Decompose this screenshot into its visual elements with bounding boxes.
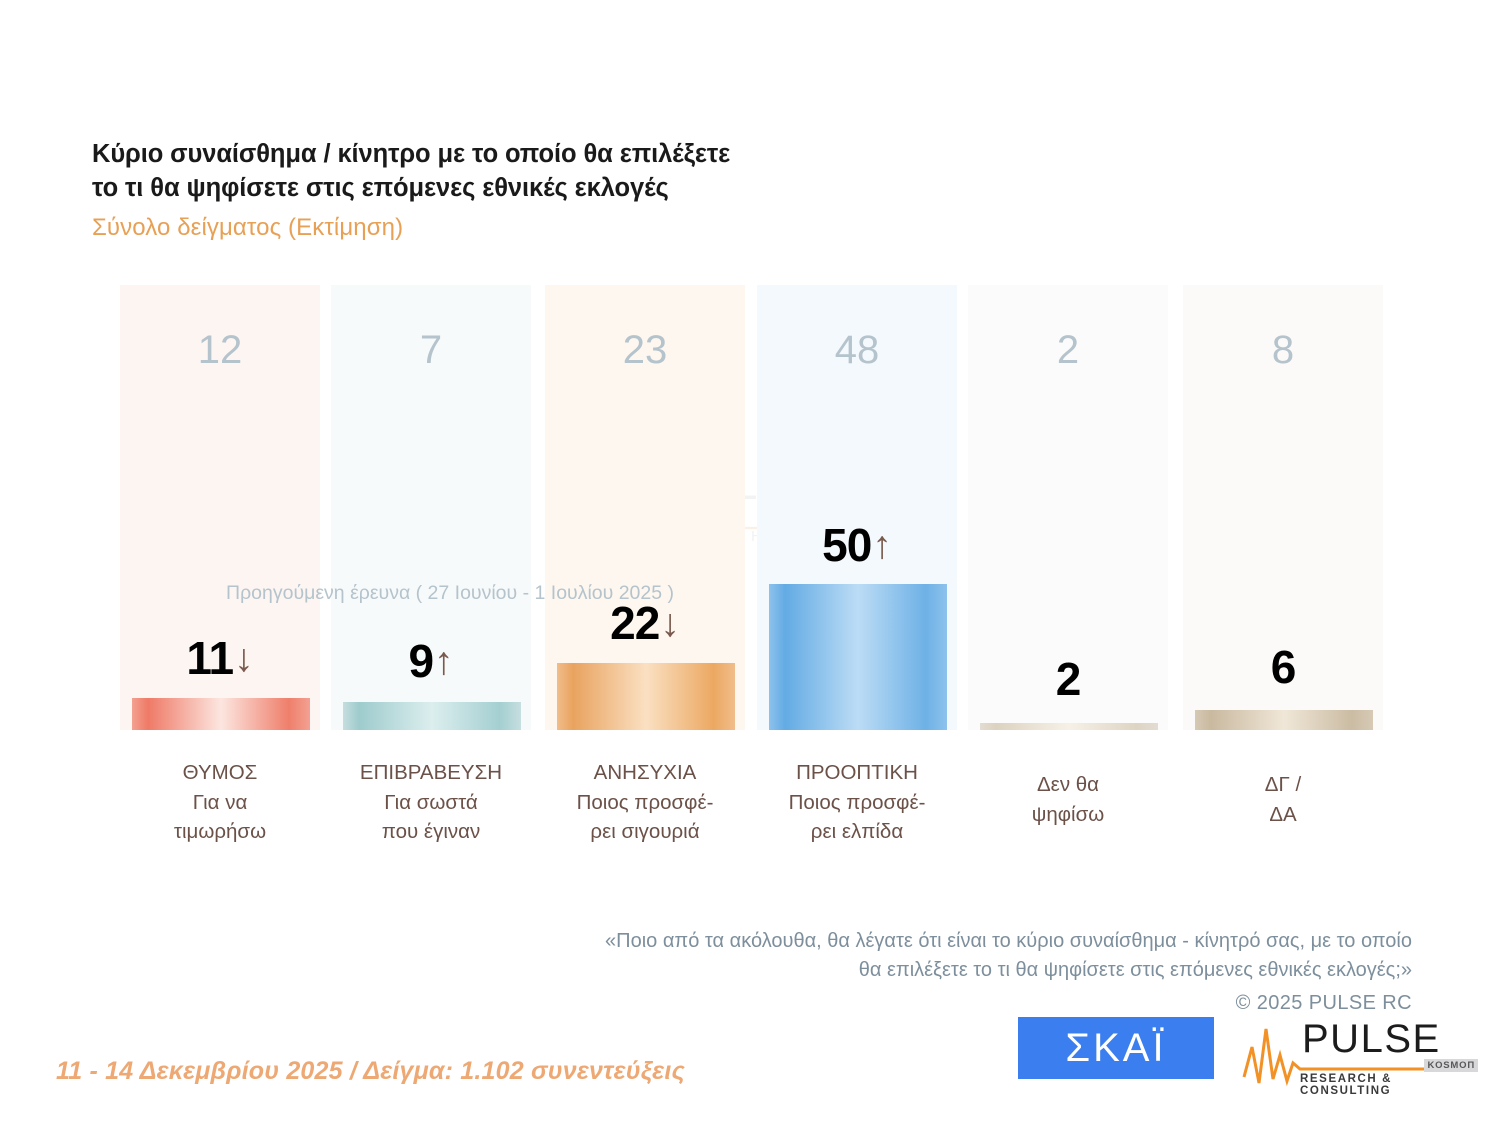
- question-text: «Ποιο από τα ακόλουθα, θα λέγατε ότι είν…: [605, 930, 1412, 981]
- current-value: 6: [1270, 641, 1297, 693]
- current-value: 11: [186, 632, 234, 684]
- previous-survey-label: Προηγούμενη έρευνα ( 27 Ιουνίου - 1 Ιουλ…: [226, 582, 675, 604]
- current-value-group: 50↑: [757, 518, 957, 572]
- skai-logo: ΣΚΑΪ: [1018, 1017, 1214, 1079]
- page-subtitle: Σύνολο δείγματος (Εκτίμηση): [92, 213, 404, 241]
- category-label: ΕΠΙΒΡΑΒΕΥΣΗ Για σωστά που έγιναν: [359, 761, 503, 844]
- question-text-block: «Ποιο από τα ακόλουθα, θα λέγατε ότι είν…: [402, 898, 1412, 1047]
- current-value: 9: [408, 635, 434, 687]
- trend-up-icon: ↑: [434, 639, 454, 683]
- chart-column-prooptiki: 48 50↑: [757, 285, 957, 730]
- chart-column-thymos: 12 11↓: [120, 285, 320, 730]
- bar: [557, 663, 735, 730]
- copyright-text: © 2025 PULSE RC: [1235, 992, 1412, 1014]
- trend-up-icon: ↑: [872, 523, 892, 567]
- current-value: 50: [822, 519, 872, 571]
- chart-column-anisyxia: 23 22↓: [545, 285, 745, 730]
- category-label: Δεν θα ψηφίσω: [1031, 773, 1105, 826]
- trend-down-icon: ↓: [660, 601, 680, 645]
- logo-row: ΣΚΑΪ PULSE KOSMOΠ RESEARCH & CONSULTING: [1018, 1017, 1478, 1097]
- current-value: 2: [1055, 653, 1082, 705]
- chart-column-epivravefsi: 7 9↑: [331, 285, 531, 730]
- category-labels-row: ΘΥΜΟΣ Για να τιμωρήσω ΕΠΙΒΡΑΒΕΥΣΗ Για σω…: [120, 758, 1384, 868]
- skai-logo-text: ΣΚΑΪ: [1065, 1026, 1167, 1070]
- category-label: ΘΥΜΟΣ Για να τιμωρήσω: [173, 761, 267, 844]
- pulse-waveform-icon: [1242, 1028, 1476, 1087]
- previous-value: 48: [834, 328, 880, 372]
- footer-date-sample: 11 - 14 Δεκεμβρίου 2025 / Δείγμα: 1.102 …: [56, 1057, 685, 1085]
- category-label: ΔΓ / ΔΑ: [1264, 773, 1302, 826]
- bar: [343, 702, 521, 730]
- pulse-logo: PULSE KOSMOΠ RESEARCH & CONSULTING: [1240, 1017, 1478, 1097]
- chart-column-dg-da: 8 6: [1183, 285, 1383, 730]
- previous-value: 12: [197, 328, 243, 372]
- current-value-group: 6: [1183, 640, 1383, 694]
- page-title: Κύριο συναίσθημα / κίνητρο με το οποίο θ…: [92, 140, 731, 202]
- chart-area: Προηγούμενη έρευνα ( 27 Ιουνίου - 1 Ιουλ…: [120, 285, 1384, 730]
- pulse-logo-text: PULSE: [1302, 1017, 1441, 1061]
- previous-value: 7: [419, 328, 443, 372]
- bar: [132, 698, 310, 730]
- current-value: 22: [610, 597, 660, 649]
- chart-column-den-tha-psifiso: 2 2: [968, 285, 1168, 730]
- current-value-group: 22↓: [545, 596, 745, 650]
- bar: [980, 723, 1158, 730]
- previous-value: 23: [622, 328, 668, 372]
- category-label: ΑΝΗΣΥΧΙΑ Ποιος προσφέ- ρει σιγουριά: [576, 761, 714, 844]
- current-value-group: 2: [968, 652, 1168, 706]
- pulse-logo-badge: KOSMOΠ: [1424, 1059, 1478, 1072]
- bar: [769, 584, 947, 730]
- bar: [1195, 710, 1373, 730]
- trend-down-icon: ↓: [234, 636, 254, 680]
- title-block: Κύριο συναίσθημα / κίνητρο με το οποίο θ…: [92, 138, 992, 242]
- previous-value: 8: [1271, 328, 1295, 372]
- pulse-logo-subtitle: RESEARCH & CONSULTING: [1300, 1073, 1393, 1097]
- current-value-group: 11↓: [120, 631, 320, 685]
- previous-value: 2: [1056, 328, 1080, 372]
- category-label: ΠΡΟΟΠΤΙΚΗ Ποιος προσφέ- ρει ελπίδα: [788, 761, 926, 844]
- current-value-group: 9↑: [331, 634, 531, 688]
